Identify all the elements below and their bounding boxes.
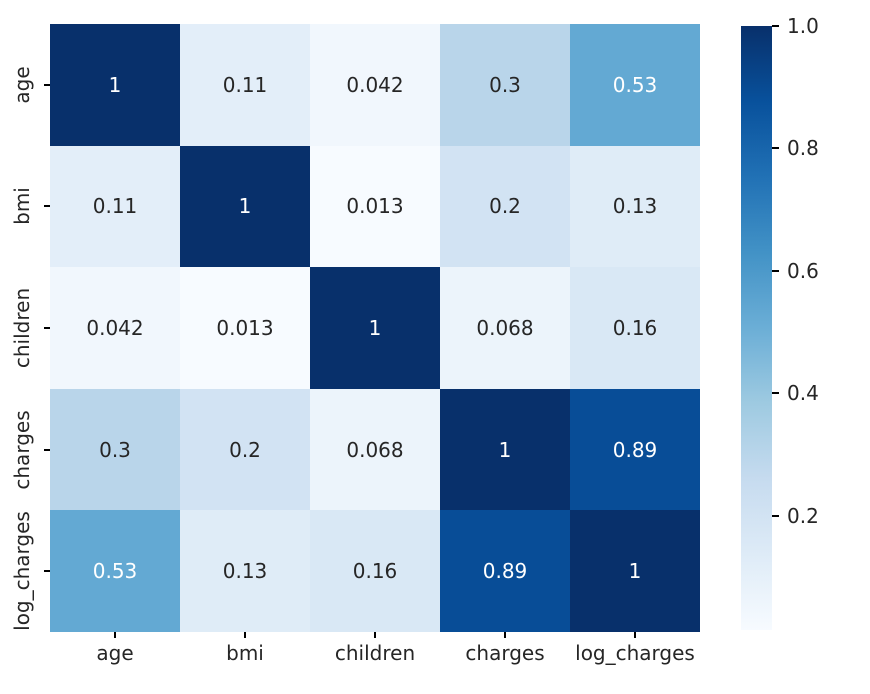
- heatmap-cell-bmi-log_charges: 0.13: [570, 145, 700, 268]
- heatmap-cell-log_charges-log_charges: 1: [570, 510, 700, 632]
- x-tick-mark-children: [374, 632, 376, 638]
- x-tick-mark-log_charges: [634, 632, 636, 638]
- y-tick-mark-log_charges: [44, 570, 50, 573]
- colorbar-tick-mark-0.6: [772, 269, 779, 272]
- heatmap-cell-charges-log_charges: 0.89: [570, 388, 700, 511]
- cell-value: 0.53: [612, 72, 658, 97]
- x-tick-label-bmi: bmi: [226, 641, 264, 665]
- heatmap-cell-children-bmi: 0.013: [180, 267, 310, 389]
- y-tick-mark-bmi: [44, 205, 50, 208]
- cell-value: 0.16: [352, 559, 398, 584]
- heatmap-cell-bmi-bmi: 1: [180, 145, 310, 268]
- y-tick-label-log_charges: log_charges: [10, 511, 34, 632]
- cell-value: 1: [628, 559, 642, 584]
- heatmap-cell-age-children: 0.042: [310, 24, 440, 146]
- colorbar-tick-mark-0.2: [772, 514, 779, 517]
- colorbar-tick-label-0.8: 0.8: [787, 136, 819, 161]
- cell-value: 0.013: [346, 194, 404, 219]
- colorbar-tick-label-0.6: 0.6: [787, 258, 819, 283]
- cell-value: 0.89: [482, 559, 528, 584]
- y-tick-mark-age: [44, 83, 50, 86]
- heatmap-cell-age-age: 1: [50, 24, 180, 146]
- y-tick-label-age: age: [10, 66, 34, 104]
- cell-value: 0.11: [222, 72, 268, 97]
- heatmap-cell-log_charges-children: 0.16: [310, 510, 440, 632]
- heatmap-grid: 1 0.11 0.042 0.3 0.53 0.11 1 0.013 0.2 0.13 0.042 0…: [50, 24, 700, 632]
- x-tick-label-log_charges: log_charges: [575, 641, 695, 665]
- heatmap-cell-log_charges-age: 0.53: [50, 510, 180, 632]
- colorbar-tick-mark-1.0: [772, 25, 779, 27]
- heatmap-cell-charges-charges: 1: [440, 388, 570, 511]
- cell-value: 0.13: [222, 559, 268, 584]
- cell-value: 1: [238, 194, 252, 219]
- heatmap-cell-age-bmi: 0.11: [180, 24, 310, 146]
- heatmap-cell-age-charges: 0.3: [440, 24, 570, 146]
- x-tick-mark-charges: [504, 632, 506, 638]
- cell-value: 0.068: [346, 437, 404, 462]
- colorbar-tick-label-1.0: 1.0: [787, 14, 819, 38]
- heatmap-cell-bmi-children: 0.013: [310, 145, 440, 268]
- heatmap-cell-charges-bmi: 0.2: [180, 388, 310, 511]
- colorbar-tick-label-0.2: 0.2: [787, 503, 819, 528]
- cell-value: 0.3: [489, 72, 521, 97]
- heatmap-cell-children-children: 1: [310, 267, 440, 389]
- cell-value: 0.11: [92, 194, 138, 219]
- x-tick-mark-bmi: [244, 632, 246, 638]
- cell-value: 0.53: [92, 559, 138, 584]
- x-tick-label-charges: charges: [465, 641, 545, 665]
- x-tick-label-children: children: [334, 641, 416, 665]
- cell-value: 0.2: [229, 437, 261, 462]
- cell-value: 0.042: [346, 72, 404, 97]
- heatmap-cell-log_charges-bmi: 0.13: [180, 510, 310, 632]
- y-tick-label-bmi: bmi: [10, 187, 34, 226]
- cell-value: 1: [498, 437, 512, 462]
- heatmap-cell-bmi-charges: 0.2: [440, 145, 570, 268]
- y-tick-label-children: children: [10, 287, 34, 369]
- cell-value: 0.042: [86, 315, 144, 340]
- y-tick-mark-charges: [44, 448, 50, 451]
- heatmap-cell-children-log_charges: 0.16: [570, 267, 700, 389]
- colorbar-gradient: [741, 26, 772, 630]
- x-tick-label-age: age: [96, 641, 134, 665]
- cell-value: 0.3: [99, 437, 131, 462]
- cell-value: 0.13: [612, 194, 658, 219]
- colorbar-tick-mark-0.4: [772, 392, 779, 395]
- cell-value: 0.013: [216, 315, 274, 340]
- cell-value: 1: [108, 72, 122, 97]
- heatmap-cell-log_charges-charges: 0.89: [440, 510, 570, 632]
- cell-value: 0.068: [476, 315, 534, 340]
- y-tick-label-charges: charges: [10, 409, 34, 490]
- cell-value: 0.16: [612, 315, 658, 340]
- heatmap-cell-charges-age: 0.3: [50, 388, 180, 511]
- heatmap-cell-age-log_charges: 0.53: [570, 24, 700, 146]
- heatmap-cell-children-age: 0.042: [50, 267, 180, 389]
- colorbar-tick-mark-0.8: [772, 147, 779, 150]
- x-tick-mark-age: [114, 632, 116, 638]
- y-tick-mark-children: [44, 327, 50, 329]
- cell-value: 1: [368, 315, 382, 340]
- cell-value: 0.2: [489, 194, 521, 219]
- heatmap-cell-bmi-age: 0.11: [50, 145, 180, 268]
- heatmap-cell-children-charges: 0.068: [440, 267, 570, 389]
- cell-value: 0.89: [612, 437, 658, 462]
- heatmap-cell-charges-children: 0.068: [310, 388, 440, 511]
- colorbar-tick-label-0.4: 0.4: [787, 381, 819, 406]
